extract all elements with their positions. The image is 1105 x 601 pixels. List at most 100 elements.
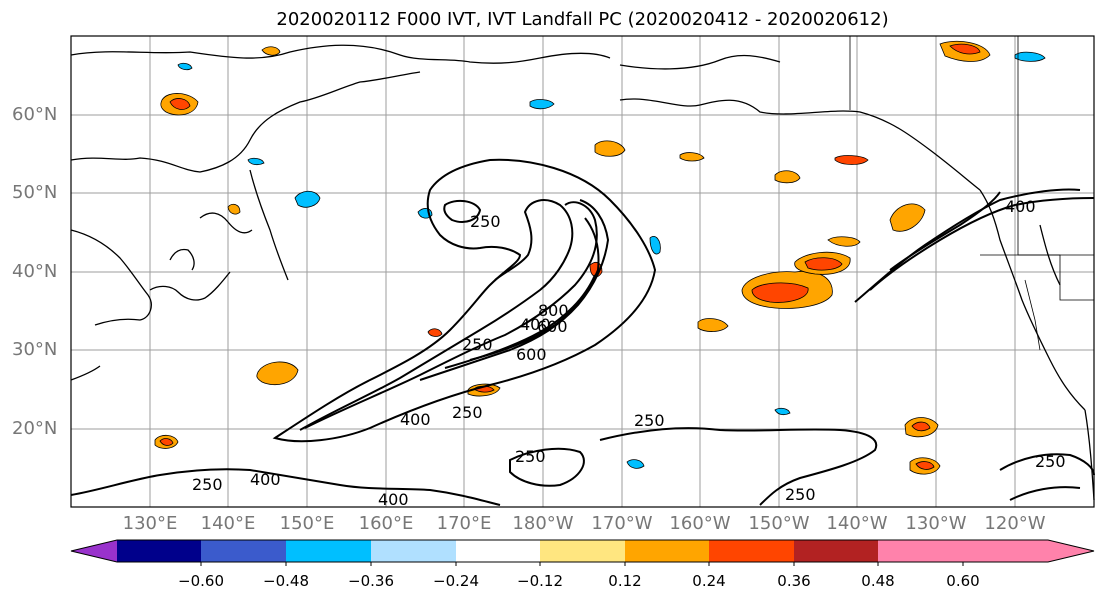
blob-positive [256,361,299,386]
contour-labels: 250 400 600 250 400 250 250 400 250 250 … [192,197,1066,509]
lon-label: 160°E [358,513,414,534]
colorbar-segment [201,540,286,562]
blob-negative [649,235,661,255]
colorbar-segment [540,540,625,562]
lat-label: 50°N [12,182,58,203]
contour-east-b [869,197,1095,291]
contour-400-main [299,199,574,431]
blob-strong [751,282,809,303]
colorbar-segment [709,540,794,562]
blob-positive [594,140,626,157]
colorbar-tick: 0.36 [777,572,811,590]
colorbar-tick: −0.24 [433,572,479,590]
plot-frame [70,35,1095,508]
lon-label: 130°W [905,513,967,534]
contour-south-c [599,427,878,506]
colorbar-extend-min [71,540,117,562]
contour-south-b [509,447,585,487]
contour-label: 400 [400,410,431,429]
blob-strong [804,257,843,271]
colorbar-segment [794,540,878,562]
blob-negative [1014,51,1046,62]
contour-east-c [889,191,1001,271]
contour-southeast-b [1009,486,1081,501]
lon-label: 180°W [512,513,574,534]
lon-label: 140°W [826,513,888,534]
lat-label: 30°N [12,339,58,360]
blob-strong [949,43,981,55]
contour-label: 250 [452,403,483,422]
blob-positive [889,203,926,232]
blob-positive [774,170,801,184]
borders [849,36,1094,351]
pc-shading [154,40,1046,475]
colorbar-tick: −0.60 [178,572,224,590]
contour-inner-loop [443,199,482,223]
contour-label: 250 [470,212,501,231]
blob-strong [159,438,174,446]
lat-label: 40°N [12,261,58,282]
contour-label: 250 [192,475,223,494]
contour-600-b [444,274,596,369]
blob-negative [247,157,265,166]
contour-label: 600 [537,317,568,336]
contour-label: 400 [1005,197,1036,216]
lon-label: 170°E [436,513,492,534]
blob-positive [427,328,443,337]
lon-label: 150°W [748,513,810,534]
blob-negative [626,459,645,469]
blob-positive [827,236,861,247]
colorbar-tick: −0.12 [517,572,563,590]
colorbar-outline [70,539,1095,563]
contour-label: 250 [462,335,493,354]
blob-negative [177,62,193,71]
colorbar-segment [286,540,371,562]
contour-southeast [999,453,1095,476]
contour-label: 250 [634,411,665,430]
contour-east [854,188,1081,303]
colorbar [70,539,1095,566]
contour-label: 250 [1035,452,1066,471]
ivt-contours [70,158,1095,506]
blob-negative [529,99,555,110]
lon-label: 130°E [122,513,178,534]
blob-negative [774,407,791,416]
lat-label: 60°N [12,104,58,125]
map-title: 2020020112 F000 IVT, IVT Landfall PC (20… [276,9,889,30]
contour-250-main [272,158,657,443]
contour-label: 250 [785,485,816,504]
colorbar-segment [456,540,540,562]
contour-south [70,468,501,506]
contour-label: 600 [516,345,547,364]
colorbar-segment [625,540,709,562]
blob-positive [679,152,705,162]
lon-label: 170°W [591,513,653,534]
lon-label: 160°W [669,513,731,534]
colorbar-tick: 0.12 [608,572,642,590]
colorbar-segment [878,540,963,562]
colorbar-tick: 0.60 [946,572,980,590]
lon-label: 150°E [279,513,335,534]
lon-label: 120°W [984,513,1046,534]
blob-strong [911,421,931,432]
colorbar-extend-max [1048,540,1094,562]
colorbar-segment [371,540,456,562]
blob-negative [294,190,321,208]
blob-positive [261,46,281,56]
colorbar-tick: 0.24 [692,572,726,590]
blob-positive [227,203,241,215]
lat-label: 20°N [12,418,58,439]
colorbar-tick: 0.48 [861,572,895,590]
blob-positive [697,318,729,332]
blob-positive [834,155,869,165]
colorbar-tick: −0.48 [263,572,309,590]
contour-label: 400 [378,490,409,509]
colorbar-segment [963,540,1048,562]
contour-label: 400 [250,470,281,489]
contour-label: 400 [520,315,551,334]
contour-label: 800 [538,301,569,320]
lon-label: 140°E [200,513,256,534]
contour-400-inner [304,201,598,429]
colorbar-tick: −0.36 [348,572,394,590]
